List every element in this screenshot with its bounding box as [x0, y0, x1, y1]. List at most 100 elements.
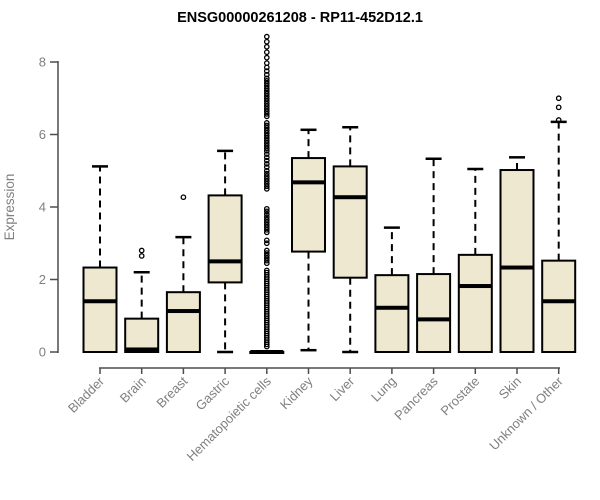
median-line [542, 299, 576, 304]
outlier-point [263, 108, 270, 115]
median-line [208, 259, 242, 264]
outlier-point [263, 71, 270, 78]
median-line [417, 317, 451, 322]
box-group-breast [165, 194, 201, 353]
outlier-point [263, 103, 270, 110]
iqr-box [416, 273, 452, 353]
x-category-label: Prostate [438, 374, 483, 419]
outlier-point [263, 145, 270, 152]
median-line [458, 284, 492, 289]
y-tick-label: 8 [39, 55, 46, 70]
y-tick-label: 6 [39, 127, 46, 142]
median-line [375, 305, 409, 310]
outlier-point [180, 194, 187, 201]
chart-title: ENSG00000261208 - RP11-452D12.1 [177, 10, 423, 26]
box-group-prostate [457, 167, 493, 354]
outlier-point [263, 247, 270, 254]
outlier-point [263, 125, 270, 131]
outlier-point [263, 186, 270, 192]
outlier-point [263, 95, 270, 102]
outlier-point [263, 68, 270, 74]
outlier-point [263, 98, 270, 105]
outlier-point [263, 252, 270, 259]
outlier-point [263, 78, 270, 84]
outlier-point [263, 161, 270, 167]
outlier-point [263, 164, 270, 170]
x-category-label: Unknown / Other [486, 373, 566, 453]
outlier-point [263, 93, 270, 99]
outlier-point [263, 175, 270, 182]
iqr-box [82, 266, 118, 354]
outlier-point [263, 135, 270, 141]
outlier-point [263, 170, 270, 177]
outlier-point [263, 137, 270, 144]
x-category-label: Lung [368, 374, 399, 405]
outlier-point [263, 80, 270, 87]
outlier-point [263, 147, 270, 154]
outlier-point [263, 205, 270, 212]
outlier-point [263, 127, 270, 134]
box-group-pancreas [416, 157, 452, 353]
outlier-point [263, 219, 270, 226]
box-group-bladder [82, 165, 118, 354]
outlier-point [263, 240, 270, 247]
median-line [166, 309, 200, 314]
outlier-point [138, 247, 145, 254]
outlier-point [263, 90, 270, 97]
outlier-point [263, 154, 270, 161]
x-category-label: Bladder [65, 373, 108, 416]
outlier-point [263, 60, 270, 66]
outlier-point [263, 120, 270, 126]
median-line [292, 180, 325, 185]
outlier-point [263, 100, 270, 107]
median-line [83, 299, 117, 304]
outlier-point [263, 132, 270, 139]
median-line [125, 347, 159, 352]
outlier-point [263, 43, 270, 50]
iqr-box [541, 259, 577, 353]
x-category-label: Kidney [277, 373, 316, 412]
outlier-point [263, 38, 270, 45]
box-group-lung [374, 226, 410, 353]
outlier-point [263, 269, 270, 276]
y-tick-label: 2 [39, 272, 46, 287]
outlier-point [263, 142, 270, 149]
box-group-gastric [207, 149, 243, 354]
median-line [250, 350, 284, 354]
outlier-point [263, 122, 270, 129]
outlier-point [263, 255, 270, 261]
outlier-point [263, 49, 270, 56]
outlier-point [263, 167, 270, 174]
outlier-point [263, 216, 270, 223]
outlier-point [263, 260, 270, 267]
box-group-liver [332, 126, 368, 354]
outlier-point [263, 88, 270, 94]
outlier-point [263, 75, 270, 82]
iqr-box [165, 291, 201, 353]
x-category-label: Breast [153, 373, 190, 410]
outlier-point [263, 157, 270, 164]
outlier-point [263, 113, 270, 120]
outlier-point [555, 95, 562, 102]
median-line [500, 265, 534, 270]
outlier-point [263, 250, 270, 256]
outlier-point [263, 105, 270, 112]
outlier-point [555, 117, 562, 123]
iqr-box [374, 274, 410, 353]
iqr-box [457, 253, 493, 354]
outlier-point [263, 178, 270, 185]
box-group-kidney [291, 128, 326, 352]
outlier-point [263, 226, 270, 233]
outlier-point [263, 211, 270, 218]
iqr-box [207, 194, 243, 284]
box-group-brain [124, 247, 160, 353]
outlier-point [263, 33, 270, 40]
outlier-point [263, 83, 270, 89]
outlier-point [263, 183, 270, 190]
box-group-skin [499, 156, 535, 353]
outlier-point [263, 130, 270, 136]
outlier-point [263, 224, 270, 231]
